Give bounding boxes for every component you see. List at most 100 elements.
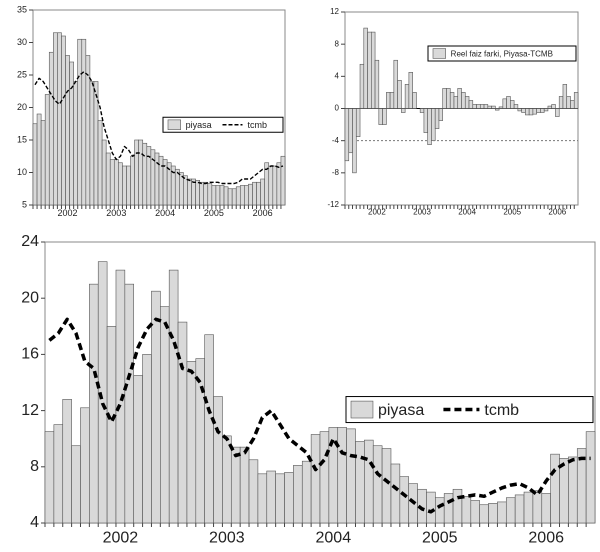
bar (126, 165, 131, 206)
bar (551, 104, 556, 109)
bar (457, 88, 462, 109)
bar (310, 434, 321, 524)
bar (48, 51, 54, 206)
x-tick-label: 2005 (422, 529, 458, 546)
bar (256, 181, 261, 206)
bar (227, 188, 233, 206)
x-tick-label: 2005 (204, 208, 224, 218)
bar (133, 375, 143, 524)
x-tick-label: 2005 (503, 208, 521, 217)
bar (89, 283, 99, 524)
bar (359, 63, 365, 109)
bar (389, 92, 395, 109)
bar (446, 88, 451, 109)
bar (344, 108, 350, 162)
bar (525, 108, 530, 116)
bar (211, 185, 217, 206)
bar (134, 139, 139, 206)
legend-label: piyasa (378, 402, 424, 419)
legend-swatch (167, 119, 181, 130)
bar (472, 104, 477, 109)
bar (235, 186, 241, 206)
bar (506, 96, 511, 109)
legend-label: tcmb (247, 120, 267, 130)
bar (244, 185, 249, 206)
bar (386, 92, 391, 109)
bar (399, 476, 410, 524)
bar (573, 92, 579, 109)
bar (62, 399, 72, 524)
bar (80, 407, 90, 524)
bar (427, 108, 432, 145)
x-tick-label: 2003 (106, 208, 126, 218)
bar (319, 431, 330, 524)
y-tick-label: 16 (21, 346, 39, 363)
bar (497, 501, 507, 524)
bar (36, 113, 42, 206)
bar (101, 139, 107, 206)
bar (461, 496, 472, 524)
bar (562, 84, 568, 109)
x-tick-label: 2006 (548, 208, 566, 217)
bar (476, 104, 481, 109)
y-tick-label: 35 (17, 4, 27, 14)
bar (239, 446, 250, 524)
bar (81, 38, 87, 206)
bar (514, 494, 525, 524)
bar (461, 92, 466, 109)
bar (53, 424, 64, 524)
bar (352, 108, 357, 174)
y-tick-label: 0 (335, 104, 340, 113)
bar (408, 72, 413, 109)
bar (275, 473, 285, 524)
bar (146, 146, 152, 206)
bar (570, 100, 575, 109)
bar (381, 448, 392, 524)
legend-box (427, 45, 577, 62)
x-tick-label: 2003 (209, 529, 245, 546)
bar (150, 149, 156, 206)
y-tick-label: 8 (335, 39, 340, 48)
bar (230, 446, 241, 524)
bar (89, 81, 95, 206)
bar (219, 185, 225, 206)
bar (71, 445, 81, 524)
y-tick-label: 30 (17, 37, 27, 47)
bar (203, 181, 209, 206)
bar (488, 503, 498, 524)
bar (280, 155, 286, 206)
x-tick-label: 2002 (103, 529, 139, 546)
bar (528, 108, 534, 116)
bar (487, 105, 492, 109)
y-tick-label: 12 (21, 402, 39, 419)
bar (32, 123, 38, 206)
bar (151, 290, 161, 524)
bar (65, 55, 70, 206)
bar (168, 269, 179, 524)
y-tick-label: -8 (332, 168, 340, 177)
bar (260, 178, 265, 206)
bar (404, 84, 410, 109)
x-tick-label: 2006 (253, 208, 273, 218)
bar (142, 354, 152, 524)
line-series (48, 317, 591, 514)
bar (495, 108, 500, 111)
bar (372, 445, 383, 524)
bar (453, 96, 459, 109)
bar (355, 108, 361, 137)
y-tick-label: 25 (17, 69, 27, 79)
y-tick-label: 4 (335, 71, 340, 80)
bar (109, 159, 115, 206)
bar (363, 27, 368, 109)
bar (401, 108, 406, 113)
bar (555, 108, 560, 117)
bar (532, 108, 537, 115)
bar (222, 435, 232, 524)
bar (435, 497, 445, 524)
bar (73, 81, 79, 206)
line-series (34, 71, 284, 185)
bar (177, 321, 188, 524)
legend-label: piyasa (186, 120, 212, 130)
bar (195, 180, 200, 206)
bar (513, 104, 519, 109)
